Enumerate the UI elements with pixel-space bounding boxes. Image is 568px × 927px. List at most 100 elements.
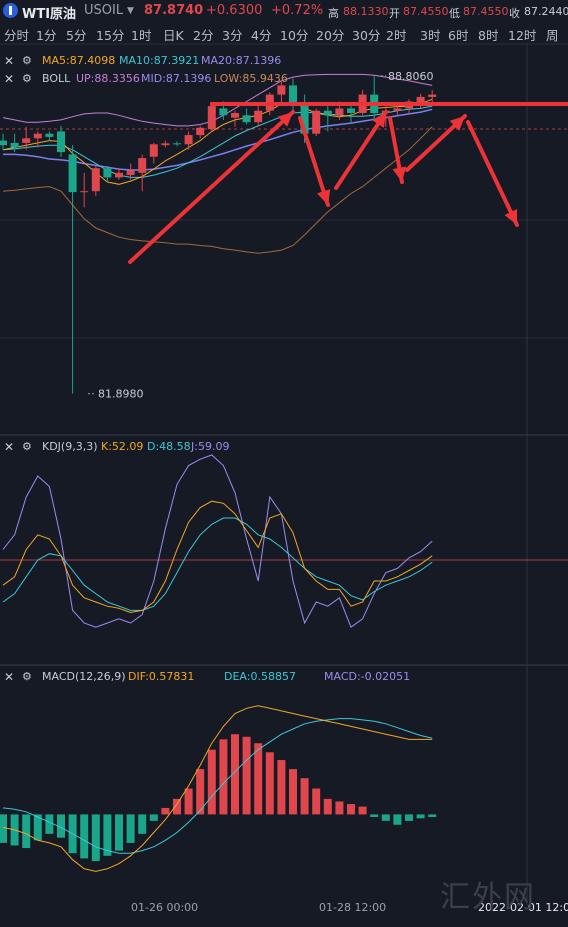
candle-body — [207, 106, 216, 130]
price-change: +0.6300 — [206, 3, 263, 18]
arrow-up-1-shaft — [128, 110, 295, 264]
symbol-code[interactable]: USOIL — [84, 3, 124, 18]
timeframe-12[interactable]: 2时 — [386, 28, 407, 43]
macd-histogram-bar — [405, 814, 413, 821]
candle-body — [242, 115, 251, 123]
macd-histogram-bar — [0, 814, 7, 843]
timeframe-11[interactable]: 30分 — [352, 28, 381, 43]
timeframe-16[interactable]: 12时 — [508, 28, 537, 43]
timeframe-2[interactable]: 5分 — [66, 28, 87, 43]
low-value: 87.4550 — [463, 5, 509, 18]
macd-histogram-bar — [57, 814, 65, 838]
candle-body — [254, 110, 263, 123]
close-kdj-icon[interactable]: ✕ — [4, 440, 15, 454]
timeframe-4[interactable]: 1时 — [131, 28, 152, 43]
macd-histogram-bar — [103, 814, 112, 856]
kdj-legend: ✕ ⚙ KDJ(9,3,3) K:52.09 D:48.58 J:59.09 — [4, 440, 564, 454]
macd-histogram-bar — [370, 814, 379, 817]
candle-body — [416, 96, 425, 104]
candle-body — [68, 154, 77, 193]
ma10-line — [2, 105, 433, 178]
timeframe-13[interactable]: 3时 — [420, 28, 441, 43]
timeframe-1[interactable]: 1分 — [36, 28, 57, 43]
candle-body — [300, 103, 309, 134]
timeframe-10[interactable]: 20分 — [316, 28, 345, 43]
symbol-header: WTI原油 USOIL ▼ 87.8740 +0.6300 +0.72% 高 8… — [0, 0, 568, 22]
timeframe-6[interactable]: 2分 — [193, 28, 214, 43]
arrow-up-3-head — [449, 116, 465, 131]
macd-dif-value: DIF:0.57831 — [128, 670, 195, 683]
kdj-name: KDJ(9,3,3) — [42, 440, 98, 453]
timeframe-bar: 分时 1分 5分 15分 1时 日K 2分 3分 4分 10分 20分 30分 2时 3时 6时 8时 12时周 — [0, 22, 568, 43]
macd-dea-line — [2, 718, 433, 854]
boll-mid-value: MID:87.1396 — [141, 72, 212, 85]
timeframe-17[interactable]: 周 — [546, 28, 559, 43]
macd-histogram-bar — [115, 814, 123, 851]
boll-name: BOLL — [42, 72, 71, 85]
ma20-value: MA20:87.1396 — [201, 54, 282, 67]
arrow-up-1-head — [277, 112, 293, 127]
candle-body — [323, 110, 332, 116]
boll-low-value: LOW:85.9436 — [214, 72, 288, 85]
boll-settings-gear-icon[interactable]: ⚙ — [22, 72, 32, 85]
macd-histogram-bar — [254, 743, 263, 815]
candle-body — [184, 135, 193, 145]
timeframe-9[interactable]: 10分 — [280, 28, 309, 43]
candle-body — [219, 108, 228, 116]
time-axis-label: 2022-02-01 12:0 — [478, 901, 568, 914]
low-annotation: 81.8980 — [98, 388, 144, 401]
macd-legend: ✕ ⚙ MACD(12,26,9) DIF:0.57831 DEA:0.5885… — [4, 670, 564, 684]
low-label: 低 — [449, 7, 460, 20]
kdj-settings-gear-icon[interactable]: ⚙ — [22, 440, 32, 453]
timeframe-5[interactable]: 日K — [163, 28, 184, 43]
timeframe-15[interactable]: 8时 — [478, 28, 499, 43]
macd-histogram-bar — [219, 739, 228, 815]
open-label: 开 — [389, 7, 400, 20]
candle-body — [45, 133, 54, 137]
symbol-name[interactable]: WTI原油 — [22, 7, 77, 22]
high-label: 高 — [328, 7, 339, 20]
macd-histogram-bar — [358, 806, 367, 815]
ma10-value: MA10:87.3921 — [119, 54, 200, 67]
macd-histogram-bar — [428, 814, 437, 817]
close-label: 收 — [509, 7, 520, 20]
high-value: 88.1330 — [343, 5, 389, 18]
macd-histogram-bar — [196, 769, 205, 815]
candle-body — [103, 168, 112, 178]
ma-settings-gear-icon[interactable]: ⚙ — [22, 54, 32, 67]
close-macd-icon[interactable]: ✕ — [4, 670, 15, 684]
symbol-dropdown-icon[interactable]: ▼ — [127, 6, 134, 16]
macd-histogram-bar — [277, 760, 286, 815]
timeframe-0[interactable]: 分时 — [4, 28, 30, 43]
candle-body — [289, 85, 297, 104]
arrow-down-forecast-shaft — [466, 120, 519, 227]
candle-body — [312, 110, 321, 134]
macd-histogram-bar — [323, 798, 332, 815]
timeframe-3[interactable]: 15分 — [96, 28, 125, 43]
macd-histogram-bar — [173, 798, 181, 815]
time-axis-label: 01-26 00:00 — [131, 901, 198, 914]
macd-histogram-bar — [80, 814, 89, 859]
candle-body — [277, 85, 286, 95]
time-axis-label: 01-28 12:00 — [319, 901, 386, 914]
timeframe-8[interactable]: 4分 — [251, 28, 272, 43]
close-boll-icon[interactable]: ✕ — [4, 72, 15, 86]
candle-body — [161, 143, 170, 146]
macd-histogram-bar — [45, 814, 54, 834]
macd-histogram-bar — [126, 814, 135, 843]
kdj-d-line — [2, 517, 433, 611]
candle-body — [22, 138, 31, 143]
macd-settings-gear-icon[interactable]: ⚙ — [22, 670, 32, 683]
close-ma-icon[interactable]: ✕ — [4, 54, 15, 68]
macd-hist-value: MACD:-0.02051 — [324, 670, 411, 683]
macd-histogram-bar — [265, 752, 274, 815]
candle-body — [335, 108, 344, 116]
kdj-d-value: D:48.58 — [147, 440, 191, 453]
candle-body — [80, 191, 89, 193]
macd-histogram-bar — [138, 814, 147, 834]
timeframe-7[interactable]: 3分 — [222, 28, 243, 43]
kdj-k-line — [2, 500, 433, 614]
timeframe-14[interactable]: 6时 — [448, 28, 469, 43]
candle-body — [126, 170, 135, 176]
